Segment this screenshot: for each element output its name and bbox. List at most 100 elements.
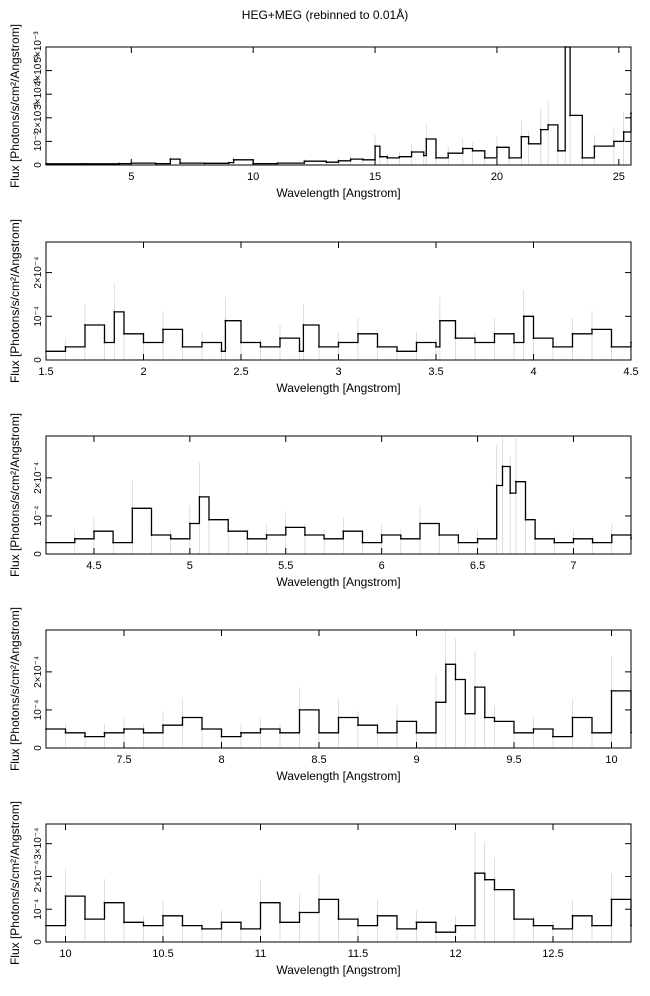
data-point [439,319,441,322]
data-point [220,735,223,738]
data-point [454,337,457,340]
error-bars [45,436,632,554]
data-point [396,927,398,930]
data-point [357,332,359,335]
data-point [227,530,230,533]
data-point [527,142,530,145]
data-point [240,731,242,734]
data-point [508,157,511,159]
data-point [298,350,301,353]
x-axis-label: Wavelength [Angstrom] [276,769,400,783]
x-tick-label: 25 [613,171,625,183]
data-point [325,161,328,164]
data-point [361,541,364,544]
series-line [46,465,632,544]
data-point [201,728,203,730]
x-tick-label: 5.5 [278,560,293,572]
data-point [524,518,527,521]
data-point [64,895,67,898]
series-line [46,311,632,352]
data-point [112,541,115,544]
x-tick-label: 3.5 [428,366,443,378]
data-point [227,161,230,164]
data-point [284,526,287,529]
x-tick-label: 12 [449,948,461,960]
data-point [361,158,364,161]
x-tick-label: 7 [570,560,576,572]
y-tick-label: 2×10⁻⁴ [33,257,44,289]
data-point [534,537,536,540]
data-point [399,537,402,540]
data-point [483,716,486,719]
data-point [610,345,613,348]
y-tick-label: 2×10⁻³ [33,102,44,134]
data-point [501,465,504,468]
panel-3: 4.5 5 5.5 6 6.5 7 0 10⁻⁴ 2×10⁻⁴ Wavelength [Angst… [8,413,632,589]
data-point [539,128,542,131]
data-point [181,716,184,719]
data-point [150,534,153,536]
y-tick-label: 0 [33,551,44,557]
data-point [181,345,184,348]
data-point [118,162,121,165]
data-point [342,530,345,533]
data-point [142,731,145,734]
data-point [435,931,437,934]
x-tick-label: 2 [140,366,146,378]
figure-title: HEG+MEG (rebinned to 0.01Å) [241,8,409,22]
data-point [622,131,625,133]
data-point [572,537,575,540]
data-point [591,924,593,927]
data-point [162,328,164,331]
data-point [415,731,418,734]
y-tick-label: 10⁻⁴ [33,506,44,527]
x-tick-label: 8 [218,754,224,766]
data-point [279,337,281,340]
data-point [398,155,401,158]
data-point [571,332,574,335]
y-axis-label: Flux [Photons/s/cm²/Angstrom] [8,219,22,383]
data-point [318,731,320,734]
data-point [474,872,476,875]
data-point [474,686,476,688]
data-point [569,114,571,117]
y-tick-label: 0 [33,162,44,168]
data-point [444,663,447,666]
plot-frame [45,629,632,749]
y-axis-label: Flux [Photons/s/cm²/Angstrom] [8,24,22,188]
data-point [302,324,305,326]
data-point [581,157,584,159]
data-point [123,921,125,924]
data-point [483,878,486,881]
data-point [142,341,145,344]
data-point [380,534,383,536]
data-point [552,735,554,738]
data-point [386,157,389,159]
data-point [532,337,535,340]
data-point [454,678,457,681]
data-point [220,350,223,353]
panel-5: 10 10.5 11 11.5 12 12.5 0 10⁻⁴ 2×10⁻⁴3×10⁻⁴ Wavel… [8,801,632,977]
data-point [337,716,340,719]
data-point [142,924,145,927]
x-axis-label: Wavelength [Angstrom] [276,963,400,977]
plot-frame [45,435,632,555]
data-point [64,731,67,734]
data-point [276,162,279,165]
data-point [410,151,413,153]
data-point [513,731,515,734]
y-tick-label: 10⁻⁴ [33,700,44,721]
panel-1: 5 10 15 20 25 0 10⁻³2×10⁻³3×10⁻³4×10⁻³5×10⁻³ Wa… [8,24,632,200]
data-point [131,507,134,510]
y-tick-label: 3×10⁻³ [33,78,44,110]
data-point [496,146,498,149]
data-point [265,534,268,536]
data-point [84,735,86,738]
data-point [422,154,425,157]
data-point [103,731,106,734]
series-line [46,663,632,738]
data-point [259,728,262,730]
x-tick-label: 15 [369,171,381,183]
